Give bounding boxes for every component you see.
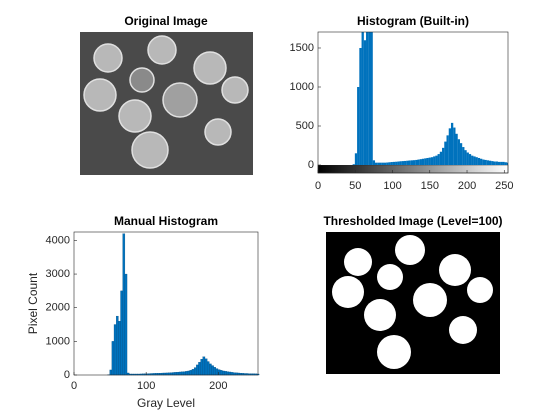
x-tick-label: 50 — [349, 180, 361, 192]
y-tick-label: 2000 — [46, 302, 70, 314]
bar — [178, 371, 182, 376]
marks — [107, 233, 260, 376]
bar — [180, 371, 184, 376]
thresholded-image — [326, 232, 500, 374]
bar — [235, 372, 238, 376]
bar — [224, 371, 227, 376]
axes-box — [73, 231, 259, 376]
bar — [200, 359, 203, 376]
bar — [213, 367, 216, 376]
bar — [124, 273, 128, 376]
y-tick-label: 3000 — [46, 268, 70, 280]
y-tick-label: 500 — [296, 120, 314, 132]
bar — [237, 372, 240, 376]
y-tick-label: 1000 — [290, 81, 314, 93]
y-tick-label: 1000 — [46, 335, 70, 347]
bar — [120, 290, 123, 376]
bar — [176, 371, 180, 376]
marks — [352, 32, 508, 165]
plot-area — [318, 32, 508, 165]
bar — [170, 372, 173, 376]
bar — [111, 341, 115, 376]
bar — [209, 363, 212, 376]
y-tick-label: 0 — [308, 159, 314, 171]
y-axis-label: Pixel Count — [26, 272, 40, 334]
bar — [185, 371, 188, 376]
bar — [163, 372, 167, 376]
bar — [222, 370, 225, 376]
bar — [211, 365, 214, 376]
bar — [183, 371, 186, 376]
x-tick-label: 100 — [137, 380, 155, 392]
x-tick-label: 0 — [71, 380, 77, 392]
bar — [215, 368, 219, 376]
bar — [109, 369, 113, 376]
bar — [187, 370, 190, 376]
bar — [228, 371, 232, 376]
bar — [202, 356, 206, 376]
axes-box — [317, 31, 509, 174]
bar — [174, 372, 177, 376]
x-axis-label: Gray Level — [137, 396, 195, 410]
bar — [172, 372, 175, 376]
bar — [198, 362, 201, 376]
chart-title: Manual Histogram — [114, 214, 218, 228]
bar — [230, 372, 234, 376]
chart-title: Thresholded Image (Level=100) — [323, 214, 502, 228]
bar — [122, 233, 126, 376]
x-tick-label: 200 — [458, 180, 476, 192]
bar — [219, 370, 223, 376]
bar — [232, 372, 236, 376]
bar — [167, 372, 171, 376]
x-tick-label: 150 — [421, 180, 439, 192]
original-image — [80, 32, 253, 175]
bar — [191, 369, 195, 376]
bar — [118, 321, 121, 376]
bar — [196, 364, 199, 376]
x-tick-label: 100 — [383, 180, 401, 192]
bar — [206, 361, 210, 376]
y-tick-label: 4000 — [46, 234, 70, 246]
y-tick-label: 0 — [64, 369, 70, 381]
bar — [193, 367, 197, 376]
plot-area — [74, 232, 258, 375]
bar — [116, 315, 119, 376]
bar — [226, 371, 229, 376]
x-tick-label: 250 — [495, 180, 513, 192]
bar — [189, 370, 193, 376]
chart-title: Original Image — [124, 14, 208, 28]
colorbar — [317, 164, 509, 174]
y-tick-label: 1500 — [290, 42, 314, 54]
bar — [113, 324, 117, 376]
x-tick-label: 200 — [209, 380, 227, 392]
bar — [165, 372, 169, 376]
x-tick-label: 0 — [315, 180, 321, 192]
bar — [126, 372, 130, 376]
chart-title: Histogram (Built-in) — [357, 14, 469, 28]
bar — [204, 358, 208, 376]
